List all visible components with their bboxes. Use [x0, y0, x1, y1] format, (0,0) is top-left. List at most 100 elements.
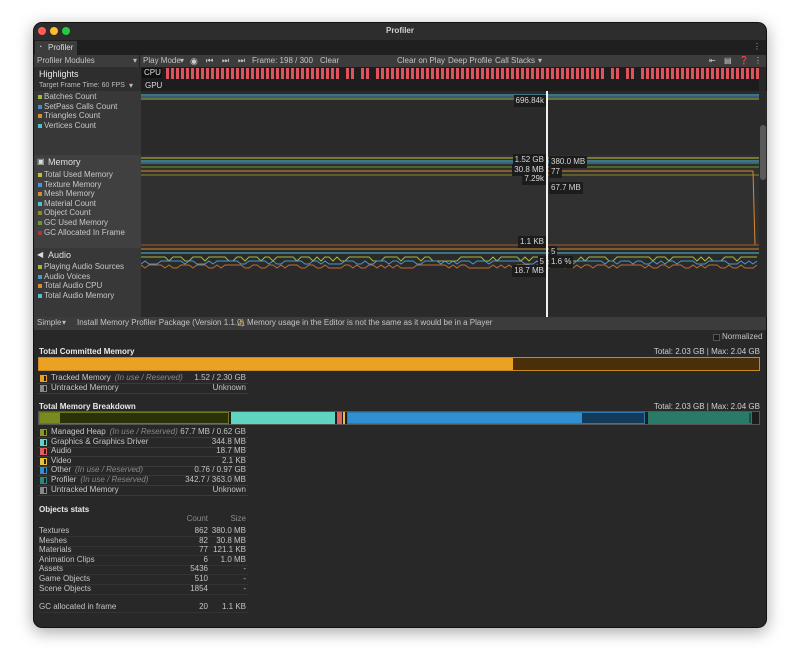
frame-highlight [546, 68, 549, 79]
tab-label[interactable]: Profiler [48, 43, 74, 52]
frame-highlight [216, 68, 219, 79]
legend-value: 67.7 MB / 0.62 GB [180, 427, 246, 436]
chart-value-label: 77 [549, 166, 562, 178]
frame-highlight [646, 68, 649, 79]
legend-note: (In use / Reserved) [114, 373, 183, 382]
frame-highlight [381, 68, 384, 79]
frame-highlight [571, 68, 574, 79]
frame-highlight [721, 68, 724, 79]
tab[interactable] [35, 41, 77, 55]
window-button[interactable] [38, 27, 46, 35]
audio-segment [337, 412, 342, 424]
module-item[interactable]: Total Audio Memory [44, 290, 115, 300]
detail-toolbar [34, 317, 766, 330]
frame-highlight [416, 68, 419, 79]
module-title[interactable]: Audio [48, 250, 72, 260]
call-stacks-dropdown[interactable]: Call Stacks [495, 56, 536, 65]
frame-highlight [526, 68, 529, 79]
chart-value-label: 1.1 KB [517, 236, 546, 248]
row-label: GC allocated in frame [39, 602, 117, 611]
install-button[interactable]: Install Memory Profiler Package (Version… [77, 318, 245, 327]
clear-button[interactable]: Clear [320, 56, 340, 65]
section-title: Total Committed Memory [39, 347, 135, 356]
row-label: Scene Objects [39, 583, 92, 593]
deep-profile-button[interactable]: Deep Profile [448, 56, 493, 65]
frame-highlight [431, 68, 434, 79]
module-item[interactable]: GC Used Memory [44, 218, 109, 227]
chart-value-label: 5 [537, 256, 546, 268]
scroll-thumb[interactable] [760, 125, 766, 180]
chart-value-label: 1.6 % [549, 256, 574, 268]
target-frame-time[interactable]: Target Frame Time: 60 FPS [39, 82, 125, 89]
window-button[interactable] [62, 27, 70, 35]
legend-icon-fill [41, 430, 44, 435]
frame-highlight [401, 68, 404, 79]
legend-swatch [38, 293, 42, 298]
row-separator [38, 465, 248, 467]
icon: ❓ [739, 56, 749, 65]
view-dropdown[interactable]: Simple [37, 318, 62, 327]
frame-highlight [211, 68, 214, 79]
legend-label: Untracked Memory [51, 382, 119, 392]
row-label: Assets [39, 564, 64, 574]
row-size: 1.0 MB [220, 554, 246, 564]
frame-highlight [736, 68, 739, 79]
frame-highlight [191, 68, 194, 79]
clear-on-play-button[interactable]: Clear on Play [397, 56, 446, 65]
row-label: Animation Clips [39, 554, 95, 564]
module-item[interactable]: Triangles Count [44, 111, 101, 121]
modules-dropdown[interactable]: Profiler Modules [37, 56, 95, 65]
module-item[interactable]: Mesh Memory [44, 189, 95, 199]
normalized-label[interactable]: Normalized [722, 332, 763, 341]
row-size: 30.8 MB [216, 535, 246, 545]
module-item[interactable]: Batches Count [44, 92, 97, 101]
module-item[interactable]: Vertices Count [44, 120, 97, 130]
legend-icon-fill [41, 376, 44, 381]
play-mode-dropdown[interactable]: Play Mode [143, 56, 181, 65]
frame-highlight [661, 68, 664, 79]
module-item[interactable]: Material Count [44, 198, 97, 208]
frame-highlight [551, 68, 554, 79]
module-item[interactable]: Total Used Memory [44, 170, 113, 179]
legend-value: 342.7 / 363.0 MB [185, 475, 246, 484]
frame-highlight [241, 68, 244, 79]
frame-highlight [686, 68, 689, 79]
toolbar [34, 55, 766, 67]
window-button[interactable] [50, 27, 58, 35]
profiler-used [649, 413, 749, 423]
row-label: Game Objects [39, 574, 91, 583]
icon: ◔ [38, 44, 43, 51]
frame-highlight [471, 68, 474, 79]
managed-heap-reserved [39, 412, 229, 424]
frame-highlight [451, 68, 454, 79]
frame-highlight [296, 68, 299, 79]
chart-value-label: 5 [549, 246, 558, 258]
module-item[interactable]: Object Count [44, 208, 91, 218]
module-item[interactable]: SetPass Calls Count [44, 101, 118, 111]
legend-note: (In use / Reserved) [109, 427, 178, 436]
frame-highlight [501, 68, 504, 79]
graph-line [141, 264, 758, 269]
frame-highlight [411, 68, 414, 79]
row-size: - [243, 574, 246, 583]
module-item[interactable]: Playing Audio Sources [44, 262, 125, 271]
section-summary: Total: 2.03 GB | Max: 2.04 GB [653, 402, 760, 411]
normalized-checkbox[interactable] [713, 334, 720, 341]
frame-highlight [291, 68, 294, 79]
legend-note: (In use / Reserved) [75, 465, 144, 475]
row-separator [38, 494, 248, 496]
legend-icon-fill [41, 458, 44, 464]
module-item[interactable]: Total Audio CPU [44, 281, 103, 291]
frame-highlight [236, 68, 239, 79]
frame-highlight [731, 68, 734, 79]
module-title[interactable]: Memory [48, 157, 81, 167]
frame-cursor [546, 91, 548, 317]
frame-highlight [346, 68, 349, 79]
frame-highlight [596, 68, 599, 79]
icon: ▣ [37, 157, 45, 166]
module-item[interactable]: Audio Voices [44, 271, 91, 281]
legend-value: 18.7 MB [216, 446, 246, 456]
module-item[interactable]: Texture Memory [44, 179, 102, 189]
module-item[interactable]: GC Allocated In Frame [44, 227, 125, 237]
cpu-label-box [142, 68, 162, 78]
